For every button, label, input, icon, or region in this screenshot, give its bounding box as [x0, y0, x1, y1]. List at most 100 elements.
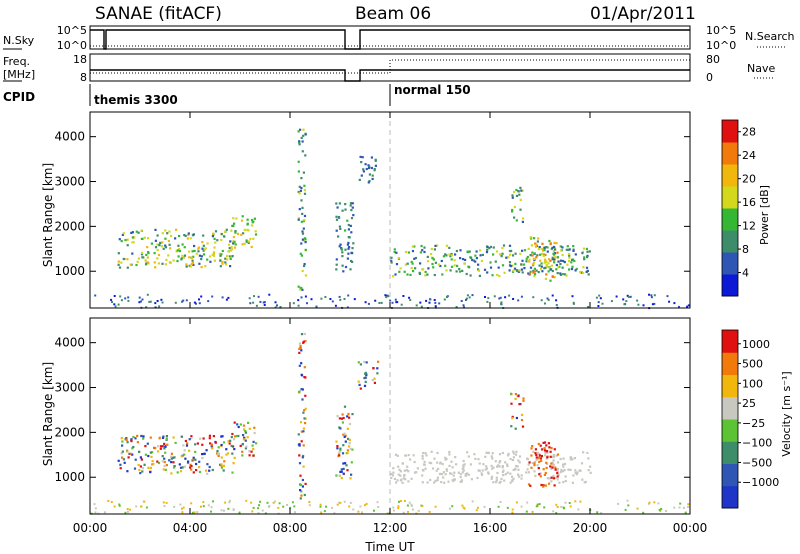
x-tick-label: 00:00	[73, 521, 108, 535]
echo-cell	[395, 301, 398, 304]
echo-cell	[480, 472, 483, 475]
echo-cell	[211, 295, 214, 298]
echo-cell	[548, 239, 551, 243]
echo-cell	[572, 248, 575, 251]
echo-cell	[413, 460, 416, 464]
echo-cell	[573, 259, 576, 263]
echo-cell	[177, 255, 180, 258]
echo-cell	[193, 511, 196, 514]
echo-cell	[298, 143, 301, 146]
echo-cell	[163, 457, 166, 460]
echo-cell	[551, 275, 554, 278]
echo-cell	[482, 463, 485, 466]
echo-cell	[113, 295, 116, 297]
echo-cell	[133, 236, 136, 239]
echo-cell	[545, 450, 548, 453]
echo-cell	[570, 261, 573, 264]
echo-cell	[230, 444, 233, 448]
echo-cell	[226, 254, 229, 258]
echo-cell	[533, 252, 536, 255]
echo-cell	[304, 394, 307, 397]
echo-cell	[586, 256, 589, 259]
echo-cell	[552, 252, 555, 255]
echo-cell	[546, 250, 549, 253]
echo-cell	[214, 441, 217, 444]
echo-cell	[297, 130, 300, 133]
echo-cell	[396, 454, 399, 457]
echo-cell	[458, 270, 462, 273]
colorbar-segment	[722, 463, 738, 487]
echo-cell	[308, 501, 311, 503]
echo-cell	[353, 298, 356, 301]
echo-cell	[233, 240, 236, 243]
echo-cell	[340, 248, 343, 251]
echo-cell	[561, 246, 564, 249]
echo-cell	[164, 468, 167, 471]
echo-cell	[451, 254, 454, 257]
echo-cell	[423, 246, 426, 249]
echo-cell	[440, 481, 443, 484]
echo-cell	[544, 277, 547, 280]
echo-cell	[518, 461, 521, 464]
colorbar-frame	[721, 329, 739, 509]
echo-cell	[178, 250, 181, 253]
colorbar-tick-label: 100	[742, 377, 763, 390]
echo-cell	[550, 462, 553, 465]
echo-cell	[460, 300, 463, 302]
echo-cell	[583, 258, 586, 261]
echo-cell	[508, 253, 512, 256]
echo-cell	[212, 232, 215, 235]
echo-cell	[232, 445, 235, 448]
echo-cell	[419, 262, 422, 265]
echo-cell	[187, 233, 190, 237]
echo-cell	[529, 266, 533, 269]
echo-cell	[519, 198, 522, 201]
echo-cell	[555, 242, 558, 245]
echo-cell	[512, 452, 516, 455]
echo-cell	[449, 255, 452, 258]
echo-cell	[168, 230, 171, 233]
echo-cell	[547, 270, 550, 273]
echo-cell	[428, 301, 431, 304]
echo-cell	[154, 447, 157, 450]
echo-cell	[541, 242, 544, 245]
echo-cell	[245, 445, 248, 448]
echo-cell	[303, 219, 306, 222]
echo-cell	[117, 459, 120, 462]
echo-cell	[536, 503, 539, 506]
echo-cell	[647, 502, 650, 505]
echo-cell	[252, 237, 255, 240]
echo-cell	[208, 255, 212, 258]
echo-cell	[568, 248, 571, 251]
echo-cell	[574, 500, 577, 503]
echo-cell	[515, 194, 519, 197]
echo-cell	[451, 479, 454, 482]
echo-cell	[391, 301, 394, 304]
echo-cell	[301, 238, 304, 241]
echo-cell	[248, 454, 251, 457]
echo-cell	[553, 258, 556, 261]
echo-cell	[94, 294, 97, 297]
echo-cell	[291, 501, 294, 504]
echo-cell	[348, 246, 351, 249]
echo-cell	[232, 224, 235, 227]
echo-cell	[560, 468, 563, 471]
echo-cell	[364, 380, 367, 383]
echo-cell	[378, 302, 381, 304]
echo-cell	[526, 468, 529, 471]
echo-cell	[518, 403, 521, 406]
echo-cell	[113, 303, 116, 306]
echo-cell	[300, 440, 303, 443]
echo-cell	[407, 454, 410, 457]
echo-cell	[188, 449, 191, 452]
echo-cell	[436, 479, 439, 482]
echo-cell	[248, 297, 251, 300]
echo-cell	[217, 454, 220, 457]
echo-cell	[665, 510, 668, 512]
echo-cell	[413, 257, 416, 260]
echo-cell	[129, 263, 132, 266]
echo-cell	[189, 466, 192, 469]
echo-cell	[234, 231, 237, 234]
echo-cell	[549, 259, 552, 262]
echo-cell	[157, 262, 160, 265]
